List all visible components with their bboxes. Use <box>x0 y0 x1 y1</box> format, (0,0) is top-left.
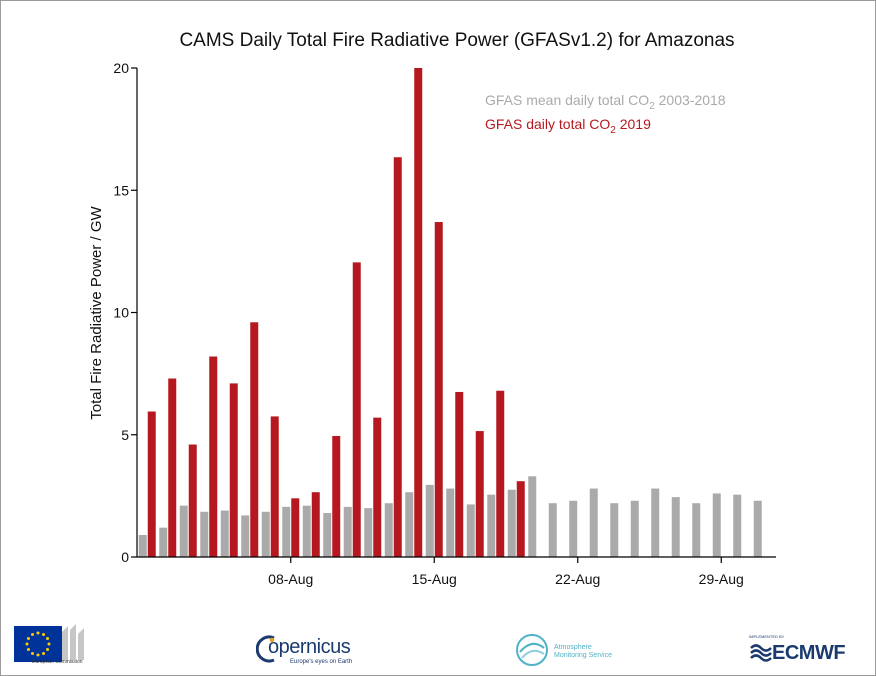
x-tick-label: 22-Aug <box>555 571 600 587</box>
eu-star-icon <box>42 652 45 656</box>
ecmwf-implemented-label: IMPLEMENTED BY <box>749 634 785 639</box>
bar-mean-day-27 <box>671 497 680 557</box>
bar-mean-day-21 <box>548 503 557 557</box>
bar-mean-day-5 <box>220 510 229 557</box>
eu-star-icon <box>42 632 45 636</box>
eu-star-icon <box>36 631 40 635</box>
bar-mean-day-4 <box>200 511 209 557</box>
legend: GFAS mean daily total CO2 2003-2018 GFAS… <box>485 92 726 136</box>
ams-line-1: Atmosphere <box>554 644 592 651</box>
bar-mean-day-8 <box>282 506 291 557</box>
bar-mean-day-9 <box>302 505 311 557</box>
bar-mean-day-13 <box>384 503 393 557</box>
x-tick-label: 15-Aug <box>412 571 457 587</box>
bar-2019-day-8 <box>291 498 300 557</box>
bar-2019-day-1 <box>147 411 156 557</box>
bar-mean-day-3 <box>179 505 188 557</box>
eu-label: European Commission <box>32 659 83 665</box>
bar-mean-day-31 <box>753 500 762 557</box>
legend-entry-mean: GFAS mean daily total CO2 2003-2018 <box>485 92 726 112</box>
bar-mean-day-23 <box>589 488 598 557</box>
bar-mean-day-1 <box>138 534 147 557</box>
bar-2019-day-15 <box>434 222 443 557</box>
copernicus-logo-text: opernicus <box>268 636 351 658</box>
legend-entry-2019: GFAS daily total CO2 2019 <box>485 116 651 136</box>
bar-mean-day-17 <box>466 504 475 557</box>
bar-mean-day-7 <box>261 511 270 557</box>
ams-logo-text: Atmosphere Monitoring Service <box>554 644 612 660</box>
eu-star-icon <box>31 632 34 636</box>
bar-mean-day-12 <box>364 508 373 557</box>
bar-mean-day-14 <box>405 492 414 557</box>
bar-2019-day-19 <box>516 481 525 557</box>
bar-2019-day-10 <box>332 435 341 557</box>
bar-2019-day-6 <box>250 322 259 557</box>
bars-group <box>138 68 762 557</box>
bar-mean-day-24 <box>610 503 619 557</box>
copernicus-tagline: Europe's eyes on Earth <box>290 659 353 665</box>
bar-2019-day-4 <box>209 356 218 557</box>
eu-commission-building-icon <box>62 624 84 660</box>
eu-flag-logo <box>14 626 62 662</box>
ecmwf-logo-text: ECMWF <box>772 642 846 664</box>
eu-star-icon <box>26 637 30 640</box>
bar-2019-day-18 <box>496 390 505 557</box>
bar-mean-day-30 <box>733 494 742 557</box>
bar-2019-day-17 <box>475 431 484 557</box>
eu-star-icon <box>31 652 34 656</box>
bar-2019-day-12 <box>373 417 382 557</box>
bar-2019-day-9 <box>311 492 320 557</box>
y-tick-label: 10 <box>113 305 129 321</box>
y-tick-label: 15 <box>113 182 129 198</box>
eu-star-icon <box>36 653 40 657</box>
bar-mean-day-2 <box>159 527 168 557</box>
bar-2019-day-11 <box>352 262 361 557</box>
bar-2019-day-16 <box>455 391 464 557</box>
bar-mean-day-25 <box>630 500 639 557</box>
eu-star-icon <box>46 637 50 640</box>
bar-2019-day-7 <box>270 416 279 557</box>
bar-2019-day-14 <box>414 68 423 557</box>
y-tick-label: 5 <box>121 427 129 443</box>
bar-mean-day-11 <box>343 506 352 557</box>
copernicus-c-icon <box>256 635 275 663</box>
eu-star-icon <box>26 648 30 651</box>
bar-mean-day-10 <box>323 512 332 557</box>
ams-line-2: Monitoring Service <box>554 652 612 659</box>
bar-mean-day-28 <box>692 503 701 557</box>
y-tick-label: 0 <box>121 549 129 565</box>
axes-group: 0 5 10 15 20 08-Aug 15-Aug 22-Aug 29-Aug <box>113 60 776 587</box>
eu-star-icon <box>47 642 51 646</box>
ams-swirl-icon <box>516 634 548 666</box>
eu-star-icon <box>46 648 50 651</box>
chart-title: CAMS Daily Total Fire Radiative Power (G… <box>179 30 735 51</box>
bar-mean-day-18 <box>487 494 496 557</box>
bar-mean-day-29 <box>712 493 721 557</box>
y-axis-title: Total Fire Radiative Power / GW <box>88 205 105 419</box>
x-tick-label: 08-Aug <box>268 571 313 587</box>
bar-2019-day-3 <box>188 444 197 557</box>
bar-mean-day-15 <box>425 484 434 557</box>
bar-mean-day-6 <box>241 515 250 557</box>
bar-2019-day-13 <box>393 157 402 557</box>
ecmwf-waves-icon <box>750 644 772 662</box>
bar-mean-day-19 <box>507 489 516 557</box>
x-tick-label: 29-Aug <box>699 571 744 587</box>
bar-mean-day-20 <box>528 476 537 557</box>
eu-star-icon <box>25 642 29 646</box>
bar-mean-day-16 <box>446 488 455 557</box>
bar-mean-day-22 <box>569 500 578 557</box>
bar-mean-day-26 <box>651 488 660 557</box>
bar-2019-day-5 <box>229 383 238 557</box>
y-tick-label: 20 <box>113 60 129 76</box>
bar-2019-day-2 <box>168 378 177 557</box>
